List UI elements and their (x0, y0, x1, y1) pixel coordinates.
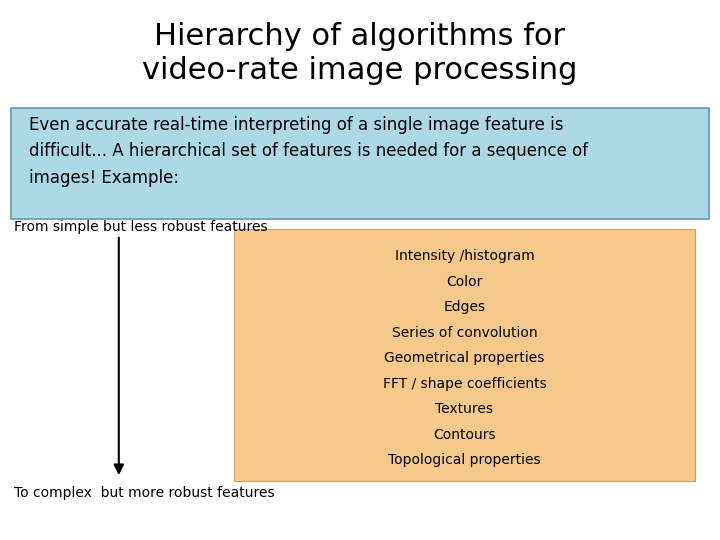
Text: Hierarchy of algorithms for
video-rate image processing: Hierarchy of algorithms for video-rate i… (143, 22, 577, 85)
Text: From simple but less robust features: From simple but less robust features (14, 220, 268, 234)
FancyBboxPatch shape (11, 108, 709, 219)
FancyBboxPatch shape (234, 230, 695, 481)
Text: Even accurate real-time interpreting of a single image feature is
difficult... A: Even accurate real-time interpreting of … (29, 116, 588, 187)
Text: Topological properties: Topological properties (388, 453, 541, 467)
Text: To complex  but more robust features: To complex but more robust features (14, 486, 275, 500)
Text: FFT / shape coefficients: FFT / shape coefficients (382, 377, 546, 391)
Text: Series of convolution: Series of convolution (392, 326, 537, 340)
Text: Contours: Contours (433, 428, 495, 442)
Text: Geometrical properties: Geometrical properties (384, 351, 544, 365)
Text: Color: Color (446, 275, 482, 289)
Text: Textures: Textures (436, 402, 493, 416)
Text: Intensity /histogram: Intensity /histogram (395, 249, 534, 263)
Text: Edges: Edges (444, 300, 485, 314)
